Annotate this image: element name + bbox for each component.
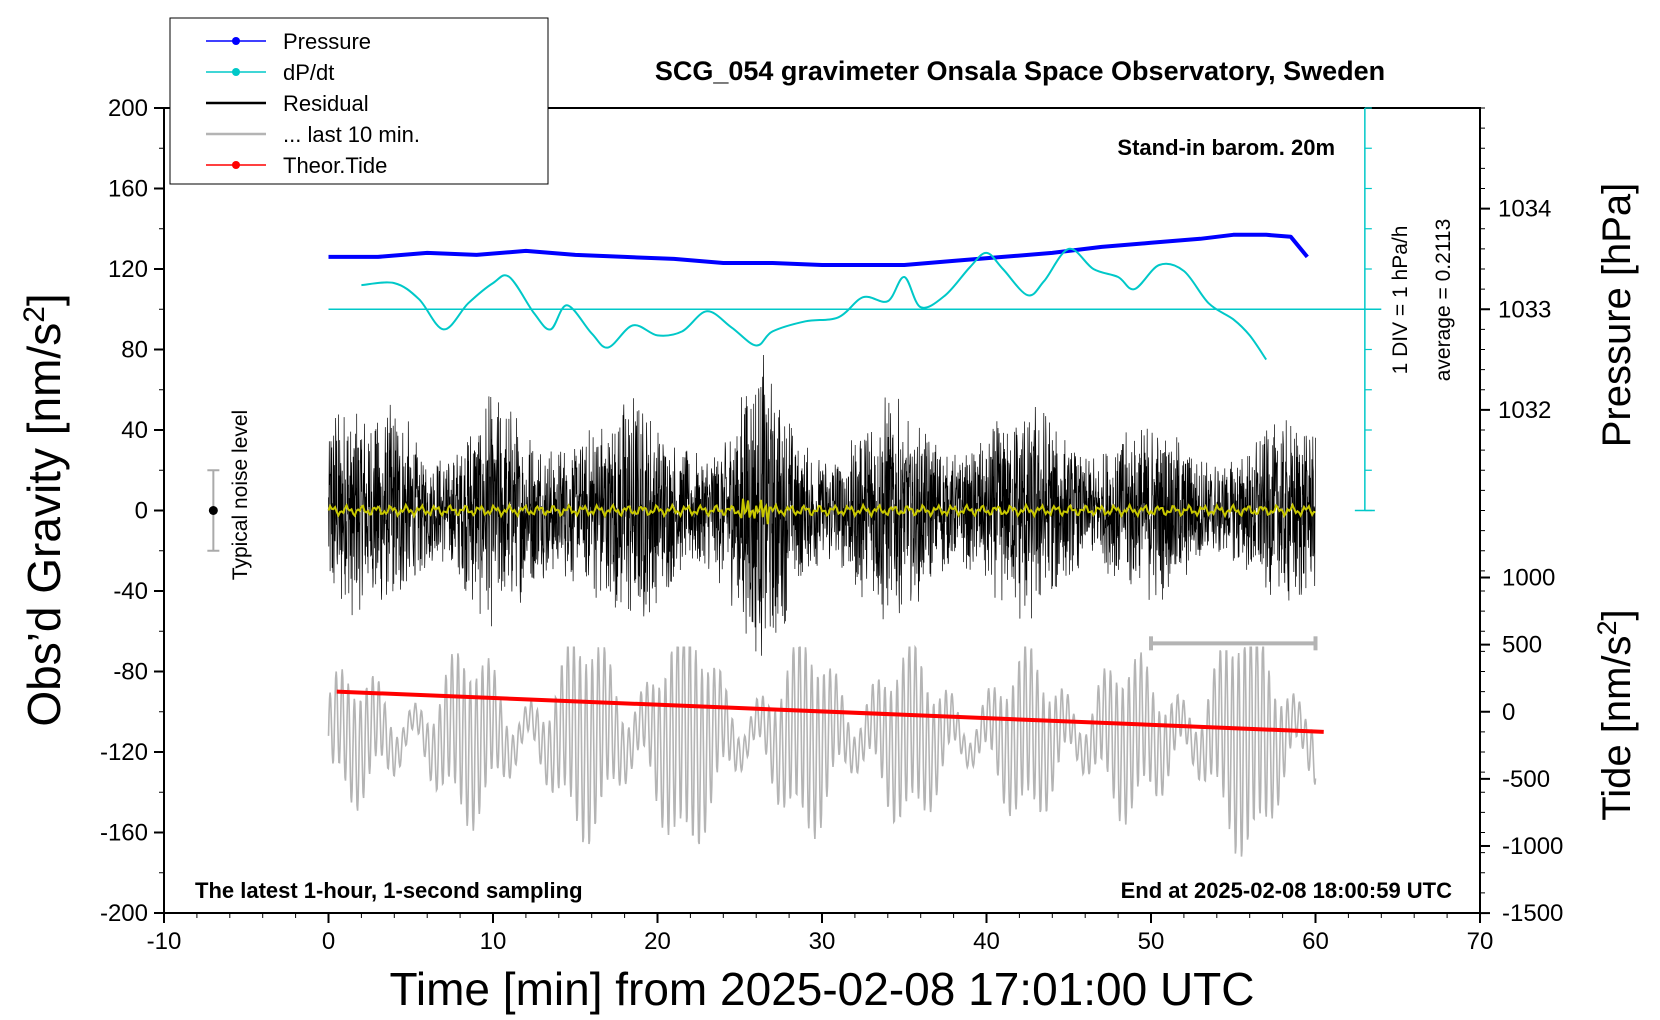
dpdt-line — [361, 247, 1268, 361]
x-tick-label: 0 — [322, 928, 335, 955]
tide-tick-label: -1500 — [1502, 900, 1563, 927]
y-tick-label: -80 — [113, 659, 148, 686]
y-axis-title: Obs’d Gravity [nm/s2] — [18, 293, 70, 726]
legend-marker — [232, 37, 240, 45]
pressure-tick-label: 1034 — [1498, 196, 1551, 223]
legend-label: Pressure — [283, 29, 371, 54]
last-10-min-series — [327, 644, 1317, 857]
x-tick-label: 40 — [973, 928, 1000, 955]
x-tick-label: -10 — [147, 928, 182, 955]
annotations-graphics — [207, 107, 1382, 651]
tide-tick-label: -1000 — [1502, 833, 1563, 860]
dpdt-series — [361, 247, 1268, 361]
legend-label: Residual — [283, 91, 369, 116]
legend-marker — [232, 68, 240, 76]
legend-marker — [232, 161, 240, 169]
pressure-line — [328, 232, 1309, 267]
theor-tide-series — [336, 689, 1324, 734]
x-tick-label: 60 — [1302, 928, 1329, 955]
dpdt-scale-note: 1 DIV = 1 hPa/h — [1389, 226, 1412, 375]
tide-tick-label: -500 — [1502, 766, 1550, 793]
y-tick-label: 40 — [121, 417, 148, 444]
theor-tide-line — [336, 689, 1324, 734]
y-tick-label: 0 — [135, 498, 148, 525]
x-tick-label: 20 — [644, 928, 671, 955]
pressure-axis-title: Pressure [hPa] — [1595, 183, 1639, 448]
sampling-note: The latest 1-hour, 1-second sampling — [195, 878, 583, 903]
y-tick-label: 80 — [121, 337, 148, 364]
last-10-min-line — [327, 644, 1317, 857]
residual-series — [328, 354, 1316, 656]
x-tick-label: 50 — [1138, 928, 1165, 955]
y-tick-label: -200 — [100, 900, 148, 927]
legend-label: ... last 10 min. — [283, 122, 420, 147]
legend-label: dP/dt — [283, 60, 334, 85]
pressure-series — [328, 232, 1309, 267]
tide-tick-label: 500 — [1502, 632, 1542, 659]
tide-axis-title: Tide [nm/s2] — [1592, 609, 1639, 820]
x-axis-title: Time [min] from 2025-02-08 17:01:00 UTC — [390, 963, 1255, 1015]
x-tick-label: 30 — [809, 928, 836, 955]
noise-level-label: Typical noise level — [229, 410, 252, 580]
barometer-note: Stand-in barom. 20m — [1117, 135, 1335, 160]
legend: Pressure dP/dt Residual ... last 10 min. The… — [169, 17, 549, 185]
average-note: average = 0.2113 — [1432, 219, 1455, 382]
x-tick-label: 70 — [1467, 928, 1494, 955]
y-tick-label: -120 — [100, 739, 148, 766]
legend-label: Theor.Tide — [283, 153, 387, 178]
y-tick-label: -40 — [113, 578, 148, 605]
end-time-note: End at 2025-02-08 18:00:59 UTC — [1121, 878, 1452, 903]
y-tick-label: 200 — [108, 95, 148, 122]
y-tick-label: -160 — [100, 820, 148, 847]
pressure-tick-label: 1033 — [1498, 296, 1551, 323]
tide-tick-label: 1000 — [1502, 565, 1555, 592]
axes: -10 0 10 20 30 40 50 60 70 200 160 120 80 40 0 -40 -80 -1… — [100, 95, 1563, 955]
residual-smoothed-line — [327, 498, 1316, 525]
residual-line — [328, 354, 1316, 656]
y-tick-label: 120 — [108, 256, 148, 283]
x-tick-label: 10 — [480, 928, 507, 955]
residual-smoothed-series — [327, 498, 1316, 525]
legend-box — [169, 17, 549, 185]
y-tick-label: 160 — [108, 176, 148, 203]
chart-title: SCG_054 gravimeter Onsala Space Observat… — [655, 56, 1385, 86]
noise-dot — [208, 506, 218, 515]
pressure-tick-label: 1032 — [1498, 397, 1551, 424]
tide-tick-label: 0 — [1502, 699, 1515, 726]
